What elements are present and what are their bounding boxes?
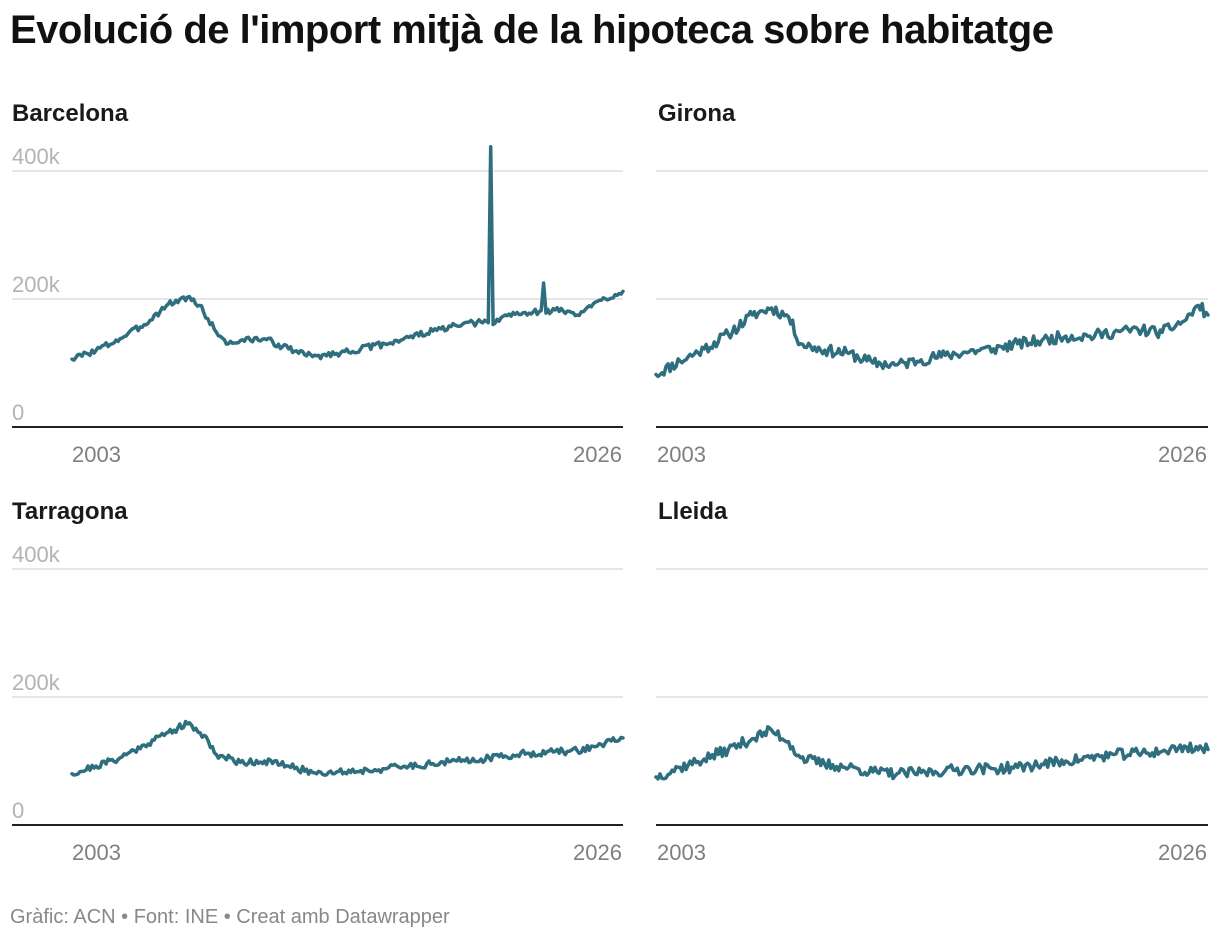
- panel-tarragona: Tarragona 0 200k 400k 2003 2026: [10, 498, 625, 878]
- y-tick-label: 0: [12, 798, 24, 823]
- y-tick-label: 400k: [12, 542, 61, 567]
- x-tick-label-start: 2003: [72, 840, 121, 865]
- x-tick-label-start: 2003: [72, 442, 121, 467]
- series-line: [70, 144, 625, 362]
- chart-svg-barcelona: 0 200k 400k 2003 2026: [12, 144, 625, 467]
- x-tick-label-start: 2003: [657, 442, 706, 467]
- y-tick-label: 200k: [12, 670, 61, 695]
- y-tick-label: 0: [12, 400, 24, 425]
- y-tick-label: 200k: [12, 272, 61, 297]
- series-line: [70, 719, 625, 777]
- panel-title: Lleida: [658, 498, 728, 525]
- panel-girona: Girona 2003 2026: [654, 100, 1220, 480]
- footer-credit: Gràfic: ACN • Font: INE • Creat amb Data…: [10, 906, 450, 928]
- chart-svg-lleida: 2003 2026: [654, 568, 1210, 865]
- chart-svg-tarragona: 0 200k 400k 2003 2026: [12, 542, 625, 865]
- panel-lleida: Lleida 2003 2026: [654, 498, 1220, 878]
- panel-title: Girona: [658, 100, 736, 127]
- x-tick-label-end: 2026: [1158, 442, 1207, 467]
- panel-barcelona: Barcelona 0 200k 400k 2003 2026: [10, 100, 625, 480]
- x-tick-label-end: 2026: [573, 442, 622, 467]
- y-tick-label: 400k: [12, 144, 61, 169]
- x-tick-label-start: 2003: [657, 840, 706, 865]
- panel-title: Barcelona: [12, 100, 129, 127]
- series-line: [654, 301, 1210, 379]
- chart-title: Evolució de l'import mitjà de la hipotec…: [10, 8, 1054, 52]
- panel-title: Tarragona: [12, 498, 128, 525]
- x-tick-label-end: 2026: [1158, 840, 1207, 865]
- series-line: [654, 725, 1210, 781]
- x-tick-label-end: 2026: [573, 840, 622, 865]
- chart-svg-girona: 2003 2026: [654, 170, 1210, 467]
